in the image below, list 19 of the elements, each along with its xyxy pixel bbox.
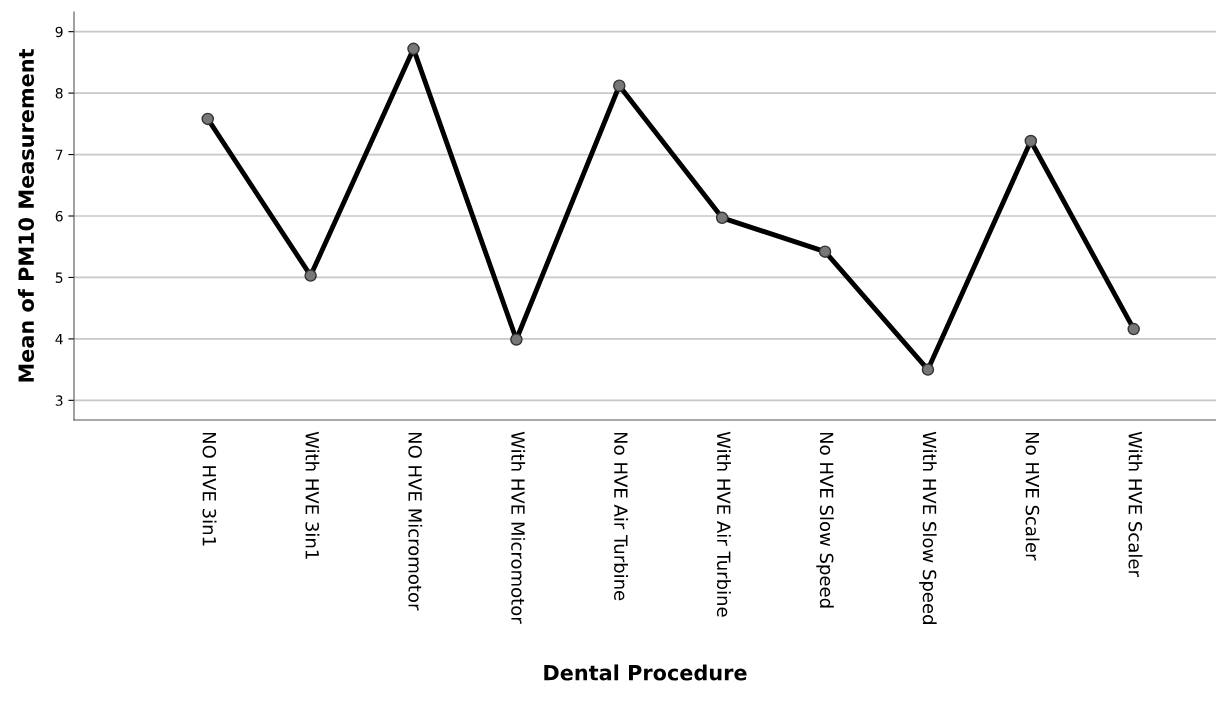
- x-tick-label: With HVE Micromotor: [511, 431, 526, 624]
- y-tick-label: 4: [55, 334, 63, 345]
- x-tick-label: With HVE 3in1: [305, 431, 320, 559]
- y-tick-label: 3: [55, 395, 63, 406]
- x-tick-label: NO HVE Micromotor: [408, 432, 423, 611]
- x-tick-label: NO HVE 3in1: [202, 432, 217, 546]
- y-tick-label: 5: [55, 272, 63, 283]
- x-axis-title: Dental Procedure: [544, 664, 747, 681]
- y-axis-title: Mean of PM10 Measurement: [17, 48, 35, 382]
- y-tick-label: 8: [55, 88, 63, 99]
- x-tick-label: With HVE Slow Speed: [919, 431, 937, 624]
- x-tick-label: No HVE Air Turbine: [614, 432, 629, 601]
- x-tick-label: No HVE Scaler: [1025, 432, 1040, 561]
- y-tick-label: 7: [55, 149, 63, 160]
- y-tick-label: 6: [55, 210, 63, 222]
- x-tick-label: With HVE Air Turbine: [716, 431, 731, 617]
- y-tick-label: 9: [55, 26, 63, 38]
- x-tick-label: No HVE Slow Speed: [816, 432, 834, 608]
- x-tick-label: With HVE Scaler: [1128, 431, 1143, 577]
